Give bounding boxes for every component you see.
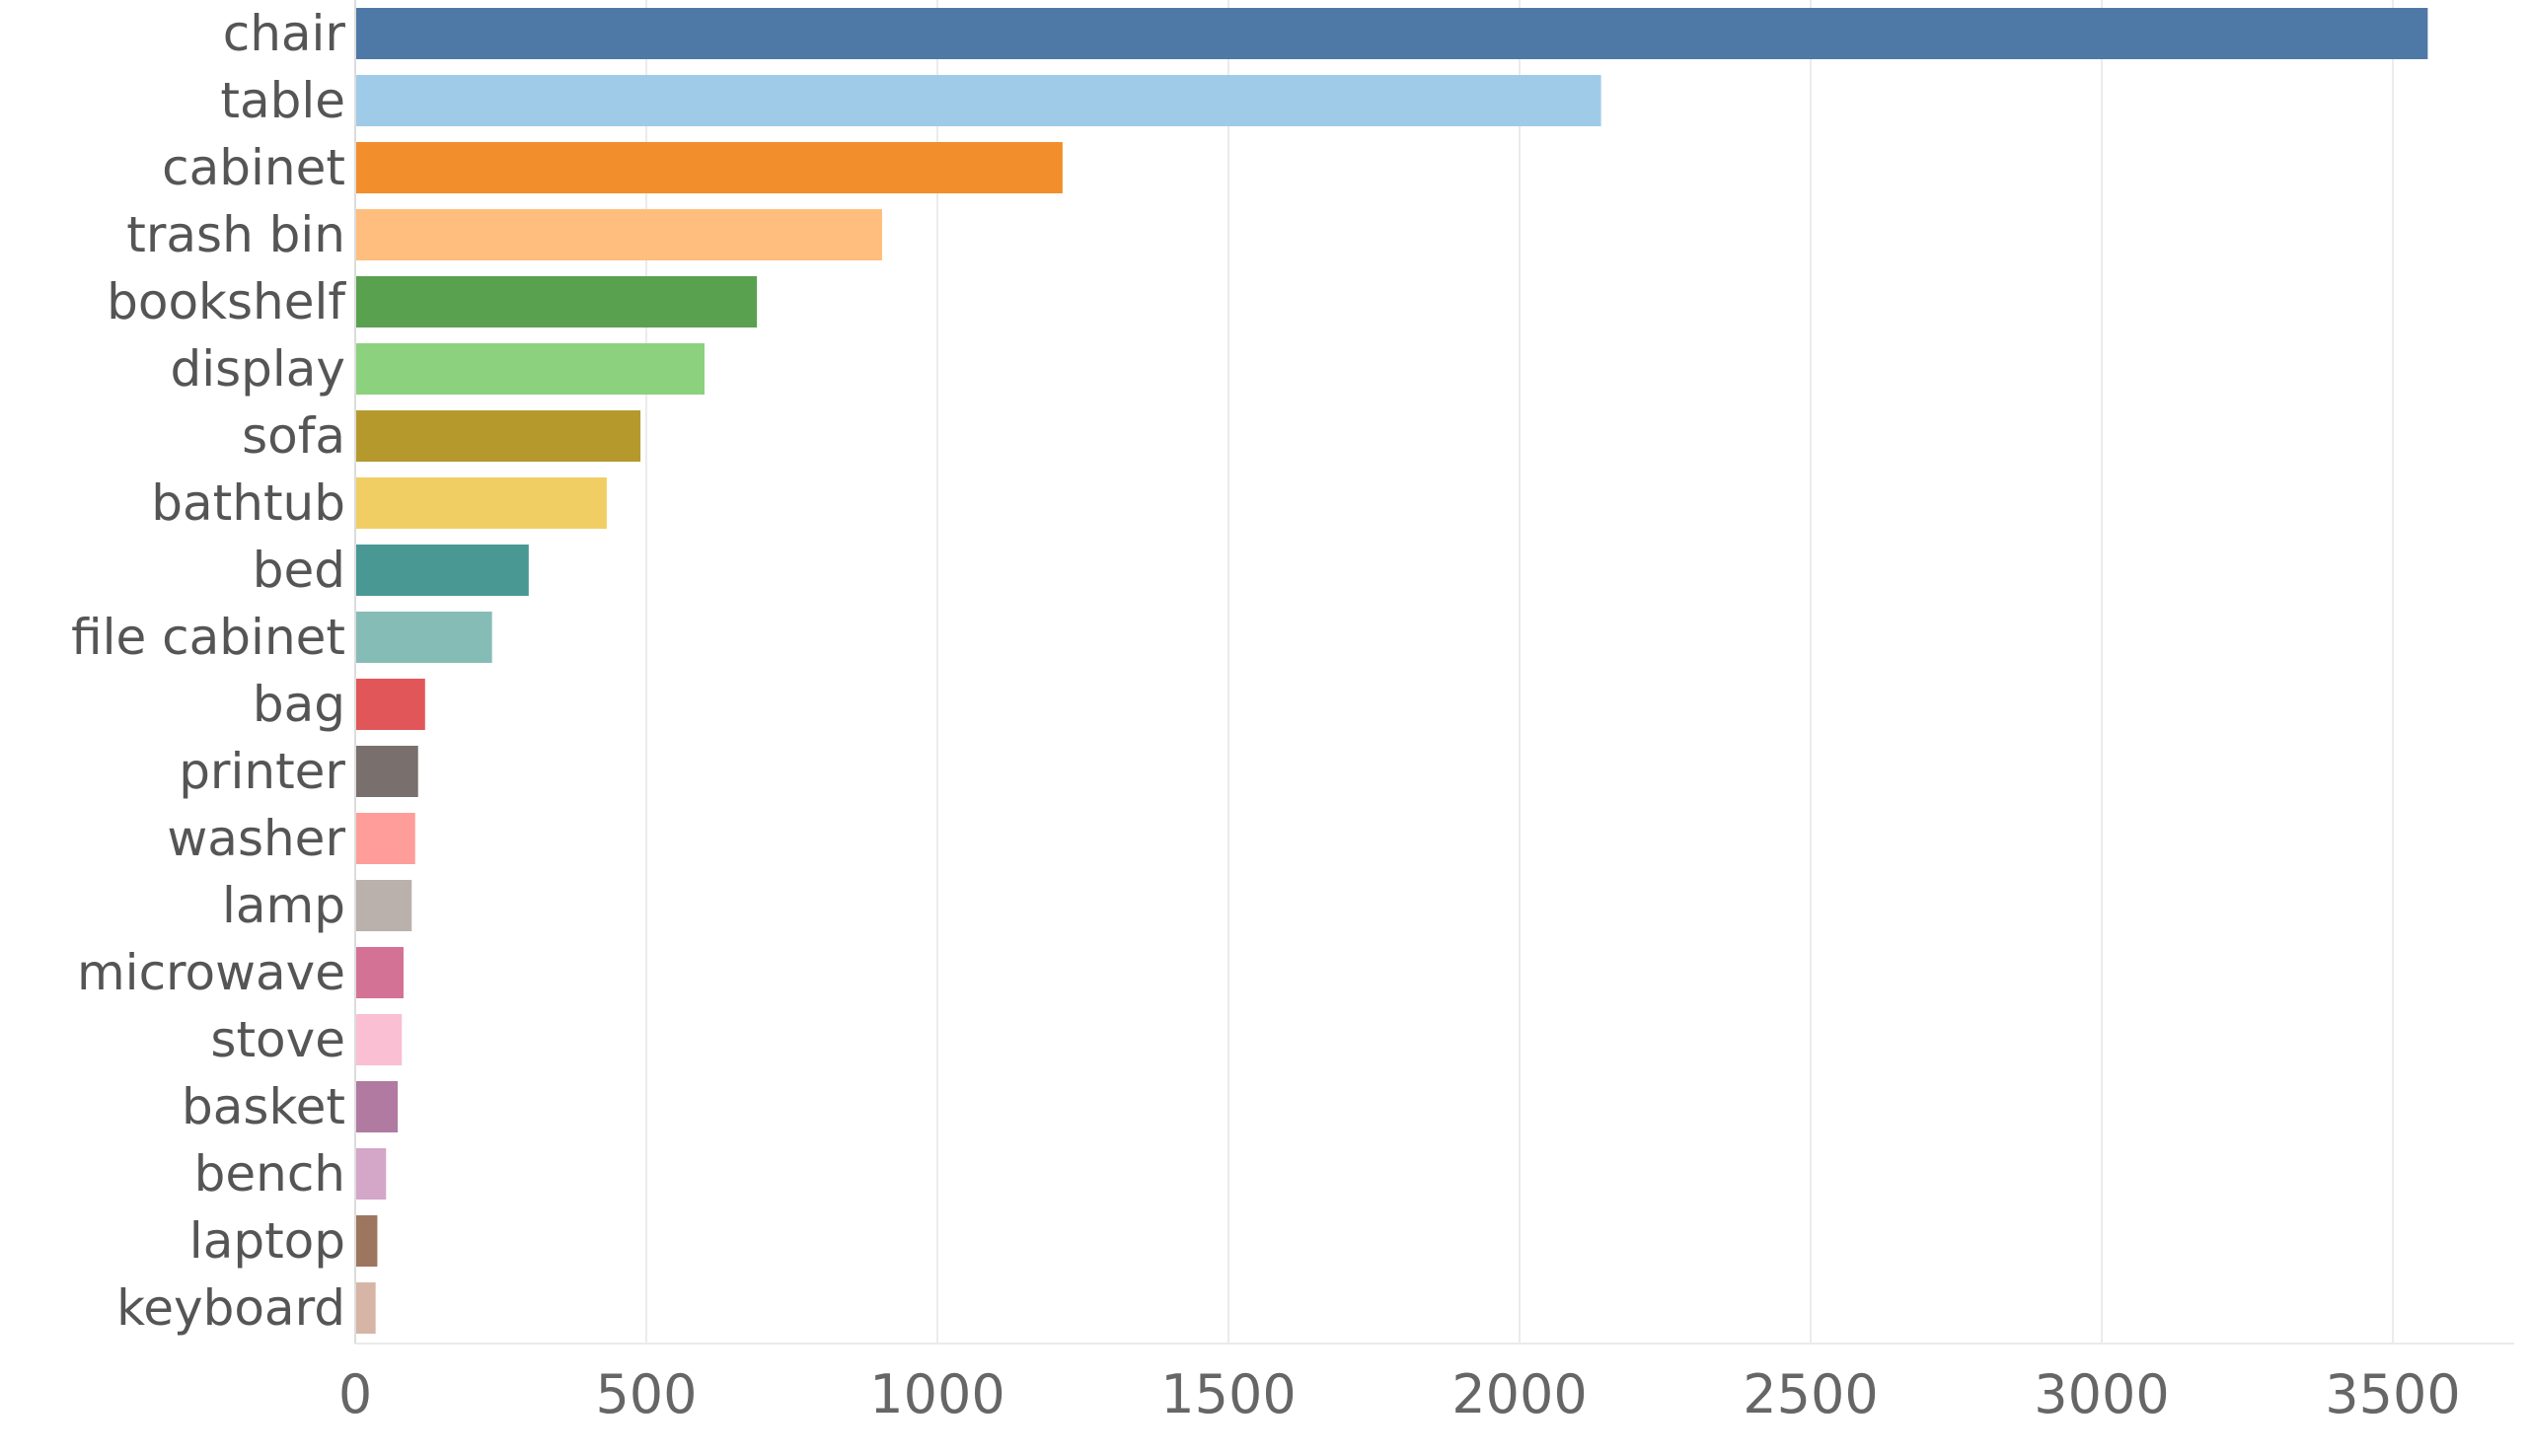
x-tick-label: 2000 — [1451, 1363, 1587, 1425]
x-tick-label: 0 — [338, 1363, 372, 1425]
category-label: lamp — [222, 877, 345, 934]
category-label: stove — [210, 1011, 345, 1068]
category-label: printer — [179, 743, 345, 800]
bar-cabinet — [355, 142, 1063, 193]
x-tick-label: 3500 — [2325, 1363, 2460, 1425]
bar-basket — [355, 1081, 399, 1132]
bar-bathtub — [355, 477, 607, 529]
category-label: basket — [182, 1078, 345, 1135]
bar-chair — [355, 8, 2428, 59]
category-label: bookshelf — [107, 273, 346, 330]
bar-printer — [355, 746, 418, 797]
category-label: bag — [253, 676, 345, 733]
bar-laptop — [355, 1215, 378, 1267]
category-label: bathtub — [151, 474, 345, 532]
x-tick-label: 2500 — [1743, 1363, 1878, 1425]
bar-bookshelf — [355, 276, 758, 328]
category-label: bench — [194, 1145, 345, 1202]
bar-bed — [355, 545, 529, 596]
x-tick-label: 3000 — [2034, 1363, 2169, 1425]
bar-lamp — [355, 880, 412, 931]
bars — [355, 8, 2428, 1334]
bar-stove — [355, 1014, 403, 1065]
gridlines — [354, 0, 2514, 1345]
category-label: bed — [253, 542, 345, 599]
bar-microwave — [355, 947, 404, 998]
bar-bag — [355, 679, 425, 730]
bar-bench — [355, 1148, 387, 1200]
category-label: sofa — [242, 407, 345, 465]
x-axis-tick-labels: 0 500 1000 1500 2000 2500 3000 3500 — [338, 1363, 2461, 1425]
x-tick-label: 1000 — [869, 1363, 1004, 1425]
bar-display — [355, 343, 705, 395]
category-label: display — [170, 340, 345, 398]
category-label: cabinet — [162, 139, 345, 196]
category-label: laptop — [189, 1212, 345, 1270]
category-label: washer — [167, 810, 345, 867]
bar-trash-bin — [355, 209, 882, 260]
x-tick-label: 500 — [595, 1363, 697, 1425]
category-label: trash bin — [126, 206, 345, 263]
bar-table — [355, 75, 1601, 126]
category-label: microwave — [77, 944, 345, 1001]
category-labels: chair table cabinet trash bin bookshelf displ… — [71, 5, 346, 1337]
category-label: chair — [223, 5, 346, 62]
bar-washer — [355, 813, 415, 864]
x-tick-label: 1500 — [1160, 1363, 1296, 1425]
bar-file-cabinet — [355, 612, 492, 663]
category-label: keyboard — [116, 1279, 345, 1337]
bar-sofa — [355, 410, 641, 462]
bar-keyboard — [355, 1282, 376, 1334]
category-label: file cabinet — [71, 609, 345, 666]
category-label: table — [220, 72, 345, 129]
